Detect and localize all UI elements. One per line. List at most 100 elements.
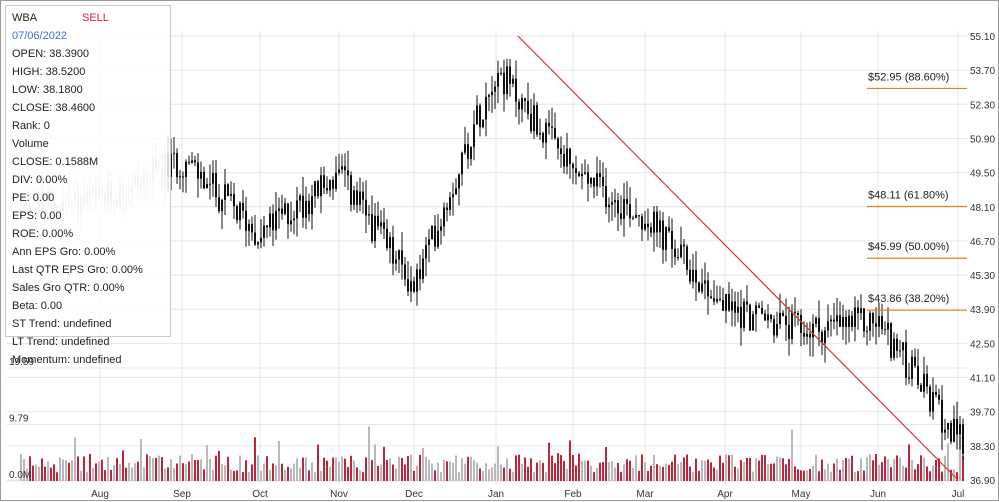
volume-bar xyxy=(38,466,40,481)
candle-body xyxy=(866,330,868,332)
volume-bar xyxy=(155,457,157,481)
volume-bar xyxy=(611,461,613,481)
volume-bar xyxy=(137,461,139,481)
candle-body xyxy=(365,199,367,216)
volume-bar xyxy=(947,443,949,481)
fib-level-label: $45.99 (50.00%) xyxy=(868,241,949,253)
volume-bar xyxy=(260,470,262,481)
volume-bar xyxy=(326,460,328,481)
candle-body xyxy=(599,173,601,177)
candle-body xyxy=(905,342,907,378)
candle-body xyxy=(437,230,439,247)
candle-body xyxy=(410,281,412,292)
candle-body xyxy=(194,160,196,163)
volume-bar xyxy=(773,463,775,481)
volume-bar xyxy=(491,467,493,481)
volume-bar xyxy=(404,464,406,481)
volume-bar xyxy=(317,444,319,481)
volume-bar xyxy=(398,456,400,481)
volume-bar xyxy=(218,450,220,481)
candle-body xyxy=(224,184,226,200)
volume-bar xyxy=(44,466,46,481)
volume-bar xyxy=(128,462,130,481)
volume-bar xyxy=(23,459,25,481)
volume-bar xyxy=(926,466,928,481)
volume-bar xyxy=(95,463,97,481)
candle-body xyxy=(323,175,325,188)
candle-body xyxy=(485,96,487,120)
volume-bar xyxy=(686,454,688,481)
candle-body xyxy=(494,86,496,92)
div-value: DIV: 0.00% xyxy=(12,174,68,186)
candle-body xyxy=(182,176,184,178)
candle-body xyxy=(950,422,952,442)
volume-bar xyxy=(785,464,787,481)
candle-body xyxy=(758,305,760,308)
volume-bar xyxy=(818,471,820,481)
candle-body xyxy=(914,356,916,366)
volume-bar xyxy=(140,438,142,481)
volume-bar xyxy=(575,465,577,481)
volume-bar xyxy=(482,470,484,481)
candle-body xyxy=(854,307,856,327)
volume-bar xyxy=(122,450,124,481)
candle-body xyxy=(638,215,640,217)
price-tick-label: 53.70 xyxy=(970,66,995,77)
candle-body xyxy=(185,161,187,178)
volume-bars xyxy=(20,426,964,481)
candle-body xyxy=(263,225,265,238)
candle-body xyxy=(197,162,199,179)
candle-body xyxy=(833,319,835,322)
candle-body xyxy=(551,126,553,128)
volume-bar xyxy=(569,440,571,481)
candle-body xyxy=(275,210,277,231)
candle-body xyxy=(227,184,229,196)
volume-bar xyxy=(56,472,58,481)
volume-bar xyxy=(884,456,886,481)
candle-body xyxy=(605,185,607,208)
candle-body xyxy=(785,315,787,325)
volume-bar xyxy=(716,469,718,481)
candle-body xyxy=(947,422,949,430)
volume-bar xyxy=(77,456,79,481)
candle-body xyxy=(308,200,310,215)
price-tick-label: 52.30 xyxy=(970,100,995,111)
volume-bar xyxy=(761,454,763,481)
volume-bar xyxy=(914,469,916,481)
volume-bar xyxy=(479,468,481,481)
volume-bar xyxy=(386,459,388,481)
candle-body xyxy=(380,222,382,227)
volume-bar xyxy=(779,457,781,481)
volume-bar xyxy=(521,464,523,481)
volume-bar xyxy=(758,460,760,481)
volume-bar xyxy=(248,472,250,481)
volume-bar xyxy=(863,470,865,481)
month-tick-label: May xyxy=(792,489,811,500)
volume-bar xyxy=(866,457,868,481)
candle-body xyxy=(620,213,622,219)
volume-bar xyxy=(515,455,517,481)
candle-body xyxy=(401,250,403,265)
candle-body xyxy=(860,308,862,314)
candle-body xyxy=(704,280,706,284)
volume-bar xyxy=(146,454,148,481)
candle-body xyxy=(251,223,253,233)
candle-body xyxy=(203,171,205,189)
candle-body xyxy=(491,91,493,96)
candle-body xyxy=(347,170,349,176)
candle-body xyxy=(794,311,796,314)
volume-bar xyxy=(485,463,487,481)
candle-body xyxy=(932,392,934,412)
volume-bar xyxy=(119,463,121,481)
candle-body xyxy=(602,176,604,186)
candle-body xyxy=(881,316,883,330)
volume-bar xyxy=(176,463,178,481)
volume-bar xyxy=(848,458,850,481)
candle-body xyxy=(908,377,910,379)
volume-bar xyxy=(59,457,61,481)
candle-body xyxy=(767,314,769,321)
volume-bar xyxy=(836,458,838,481)
volume-bar xyxy=(908,444,910,481)
volume-bar xyxy=(41,458,43,481)
